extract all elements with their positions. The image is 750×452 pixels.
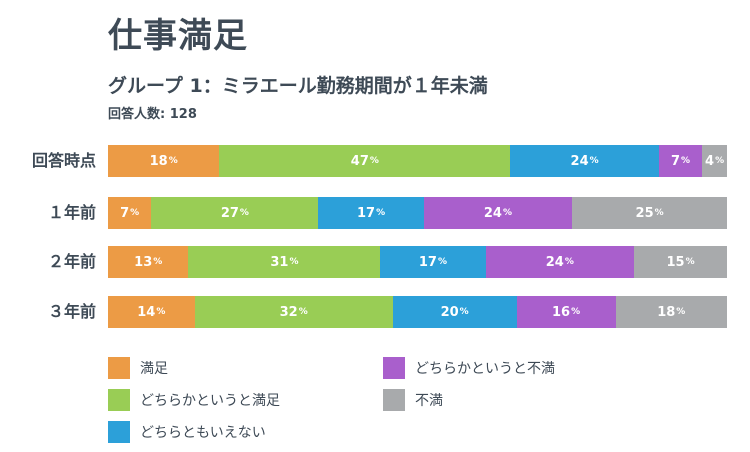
legend-item: どちらかというと満足 xyxy=(108,389,280,411)
bar-segment: 24% xyxy=(485,246,635,278)
bar-segment: 4% xyxy=(702,145,727,177)
legend-label: 満足 xyxy=(140,361,168,377)
data-label-unit: % xyxy=(681,156,691,166)
data-label-unit: % xyxy=(153,257,163,267)
bar-segment: 24% xyxy=(423,197,573,229)
data-label-unit: % xyxy=(376,208,386,218)
data-label-unit: % xyxy=(130,208,140,218)
bar-row: 14% 32% 20% 16% 18% xyxy=(108,296,727,328)
bar-segment: 25% xyxy=(572,197,727,229)
data-label-unit: % xyxy=(459,307,469,317)
data-label-unit: % xyxy=(437,257,448,267)
bar-segment: 7% xyxy=(658,145,703,177)
data-label-unit: % xyxy=(685,257,695,267)
legend-label: どちらかというと満足 xyxy=(140,393,280,409)
data-label-unit: % xyxy=(589,156,599,166)
bar-row: 7% 27% 17% 24% 25% xyxy=(108,197,727,229)
legend-swatch xyxy=(108,389,130,411)
bar-segment: 18% xyxy=(108,145,220,177)
data-label-unit: % xyxy=(502,208,512,218)
data-label: 47 xyxy=(350,153,369,169)
bar-segment: 47% xyxy=(219,145,511,177)
bar-segment: 16% xyxy=(516,296,616,328)
data-label: 14 xyxy=(137,304,156,320)
chart-subtitle: グループ 1：ミラエール勤務期間が１年未満 xyxy=(108,75,488,97)
data-label: 17 xyxy=(357,205,376,221)
bar-segment: 27% xyxy=(151,197,319,229)
row-label: 回答時点 xyxy=(31,151,96,170)
row-label: ３年前 xyxy=(47,302,96,321)
row-label: ２年前 xyxy=(47,252,96,271)
bar-segment: 15% xyxy=(634,246,727,278)
legend-label: どちらともいえない xyxy=(140,425,266,441)
bar-segment: 24% xyxy=(510,145,659,177)
bar-segment: 32% xyxy=(194,296,393,328)
legend-item: どちらともいえない xyxy=(108,421,266,443)
bar-segment: 17% xyxy=(318,197,424,229)
bar-segment: 17% xyxy=(380,246,486,278)
bar-segment: 31% xyxy=(188,246,381,278)
data-label-unit: % xyxy=(571,307,581,317)
legend-swatch xyxy=(383,357,405,379)
legend-item: 不満 xyxy=(383,389,443,411)
bar-row: 18% 47% 24% 7% 4% xyxy=(108,145,727,177)
data-label: 32 xyxy=(279,304,298,320)
data-label: 4 xyxy=(705,153,715,169)
data-label-unit: % xyxy=(156,307,166,317)
legend-label: どちらかというと不満 xyxy=(415,361,555,377)
bar-segment: 20% xyxy=(392,296,517,328)
data-label: 25 xyxy=(635,205,654,221)
data-label: 17 xyxy=(418,254,437,270)
data-label: 18 xyxy=(657,304,676,320)
chart-title: 仕事満足 xyxy=(108,16,248,56)
data-label-unit: % xyxy=(239,208,249,218)
data-label: 15 xyxy=(666,254,685,270)
bar-segment: 18% xyxy=(615,296,727,328)
data-label: 7 xyxy=(120,205,130,221)
data-label-unit: % xyxy=(654,208,664,218)
data-label: 27 xyxy=(220,205,239,221)
legend-swatch xyxy=(108,421,130,443)
data-label: 24 xyxy=(483,205,502,221)
legend-label: 不満 xyxy=(415,393,443,409)
data-label-unit: % xyxy=(289,257,299,267)
bar-row: 13% 31% 17% 24% 15% xyxy=(108,246,727,278)
data-label: 13 xyxy=(134,254,153,270)
data-label-unit: % xyxy=(564,257,574,267)
data-label-unit: % xyxy=(298,307,308,317)
bar-segment: 14% xyxy=(108,296,195,328)
data-label: 20 xyxy=(440,304,459,320)
data-label: 24 xyxy=(570,153,589,169)
data-label-unit: % xyxy=(369,156,379,166)
legend-swatch xyxy=(108,357,130,379)
data-label: 7 xyxy=(671,153,681,169)
data-label-unit: % xyxy=(168,156,178,166)
data-label-unit: % xyxy=(715,156,725,166)
data-label: 16 xyxy=(551,304,571,320)
legend-item: どちらかというと不満 xyxy=(383,357,555,379)
row-label: １年前 xyxy=(47,203,96,222)
bar-segment: 13% xyxy=(108,246,189,278)
legend-item: 満足 xyxy=(108,357,168,379)
data-label-unit: % xyxy=(676,307,686,317)
legend-swatch xyxy=(383,389,405,411)
bar-segment: 7% xyxy=(108,197,152,229)
data-label: 24 xyxy=(545,254,564,270)
respondent-count: 回答人数: 128 xyxy=(108,107,197,122)
data-label: 18 xyxy=(149,153,168,169)
data-label: 31 xyxy=(270,254,289,270)
